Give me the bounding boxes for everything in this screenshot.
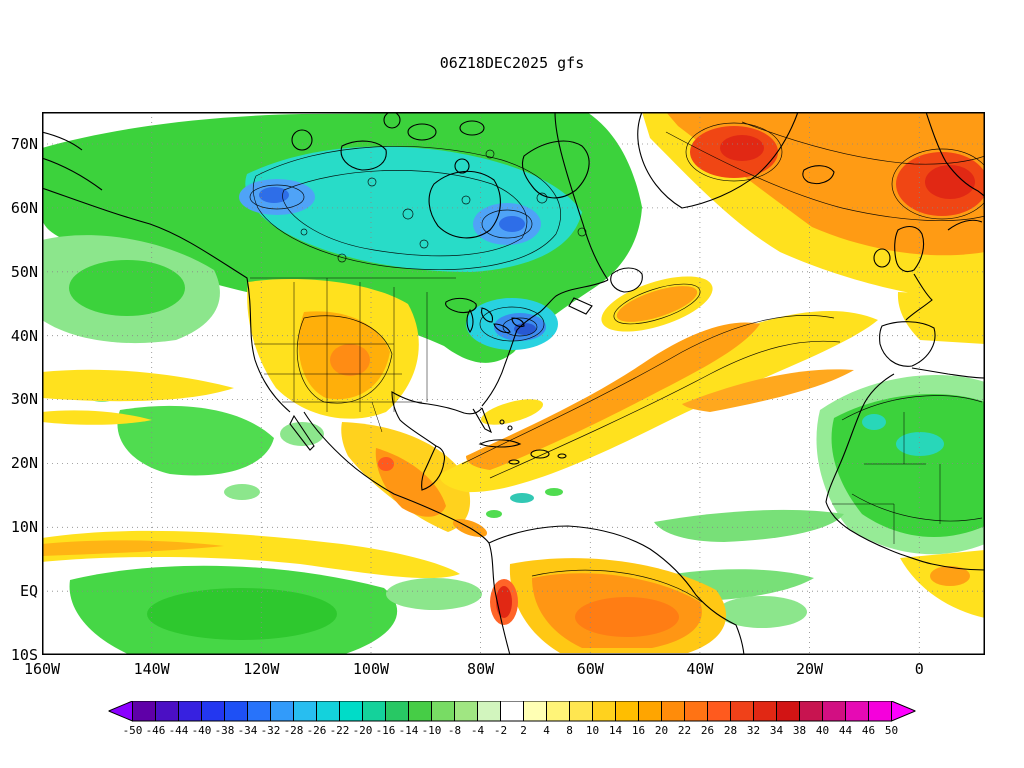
grid-lines [42,112,985,655]
colorbar-tick-label: 46 [862,724,875,737]
colorbar-tick-label: -16 [376,724,396,737]
lat-tick-label: 10S [10,646,38,664]
colorbar-segment [799,700,823,722]
colorbar-segment [408,700,432,722]
colorbar-tick-label: 44 [839,724,853,737]
colorbar-segment [247,700,271,722]
colorbar-tick-label: -46 [146,724,166,737]
colorbar-tick-label: 32 [747,724,760,737]
lon-tick-label: 40W [686,660,714,678]
lat-tick-label: 20N [10,454,38,473]
colorbar-tick-label: 14 [609,724,623,737]
colorbar-tick-label: 22 [678,724,691,737]
lat-tick-label: 40N [10,326,38,345]
colorbar-segment [638,700,662,722]
colorbar-segment [592,700,616,722]
colorbar-segment [155,700,179,722]
colorbar-tick-label: -26 [307,724,327,737]
colorbar-tick-label: 8 [566,724,573,737]
colorbar-segment [339,700,363,722]
state-borders [250,277,941,544]
colorbar-segment [454,700,478,722]
colorbar-tick-label: -44 [169,724,189,737]
colorbar-tick-label: -10 [422,724,442,737]
colorbar-segment [477,700,501,722]
colorbar-segment [132,700,156,722]
colorbar-tick-label: 20 [655,724,668,737]
lat-tick-label: 70N [10,134,38,153]
colorbar-tick-label: -28 [284,724,304,737]
colorbar-segment [523,700,547,722]
colorbar-segment [431,700,455,722]
colorbar-segment [868,700,892,722]
colorbar-segment [201,700,225,722]
colorbar-tick-label: 26 [701,724,714,737]
colorbar-tick-label: 10 [586,724,599,737]
anomaly-map [42,112,985,655]
lat-tick-label: 10N [10,518,38,537]
lon-tick-label: 0 [914,660,924,678]
colorbar-tick-label: 38 [793,724,806,737]
map-frame [42,112,985,655]
anomaly-shading [42,112,985,655]
colorbar-segment [316,700,340,722]
colorbar-segment [753,700,777,722]
lon-tick-label: 120W [243,660,280,678]
colorbar-segment [178,700,202,722]
colorbar-tick-label: 50 [885,724,898,737]
colorbar-arrow-left [107,700,133,722]
colorbar-tick-label: -34 [238,724,258,737]
colorbar-tick-label: 2 [520,724,527,737]
colorbar-segment [661,700,685,722]
colorbar-scale: -50 -46 -44 -40 -38 -34 -32 -28 -26 -22 -20 -16 -14-… [107,700,917,737]
colorbar-segment [845,700,869,722]
lat-tick-label: 50N [10,262,38,281]
colorbar: -50 -46 -44 -40 -38 -34 -32 -28 -26 -22 -20 -16 -14-… [107,700,917,743]
colorbar-tick-label: -8 [448,724,461,737]
colorbar-segment [270,700,294,722]
title-model-run: 06Z18DEC2025 gfs [439,54,585,72]
colorbar-tick-label: 34 [770,724,784,737]
colorbar-tick-label: 16 [632,724,645,737]
colorbar-tick-label: 28 [724,724,737,737]
contour-lines [249,121,985,603]
lon-tick-label: 140W [133,660,170,678]
colorbar-tick-label: -4 [471,724,485,737]
colorbar-tick-label: -32 [261,724,281,737]
colorbar-segment [224,700,248,722]
colorbar-arrow-right [891,700,917,722]
colorbar-segment [707,700,731,722]
colorbar-tick-label: -50 [123,724,143,737]
colorbar-tick-label: -22 [330,724,350,737]
colorbar-tick-label: 40 [816,724,829,737]
colorbar-segment [730,700,754,722]
lon-tick-label: 20W [796,660,824,678]
lon-tick-label: 160W [23,660,61,678]
colorbar-segment [822,700,846,722]
colorbar-tick-label: -2 [494,724,507,737]
lon-tick-label: 80W [467,660,495,678]
colorbar-segment [615,700,639,722]
colorbar-segment [385,700,409,722]
colorbar-tick-label: -40 [192,724,212,737]
lat-tick-label: 30N [10,390,38,409]
colorbar-segment [569,700,593,722]
colorbar-segment [684,700,708,722]
lat-tick-label: EQ [19,582,38,601]
colorbar-tick-label: 4 [543,724,550,737]
colorbar-segment [546,700,570,722]
colorbar-segment [362,700,386,722]
lon-tick-label: 100W [352,660,390,678]
coastlines [42,112,985,655]
colorbar-tick-label: -20 [353,724,373,737]
colorbar-segment [293,700,317,722]
lon-tick-label: 60W [576,660,604,678]
colorbar-tick-label: -38 [215,724,235,737]
colorbar-tick-label: -14 [399,724,419,737]
lat-tick-label: 60N [10,198,38,217]
colorbar-segment [776,700,800,722]
colorbar-segment [500,700,524,722]
